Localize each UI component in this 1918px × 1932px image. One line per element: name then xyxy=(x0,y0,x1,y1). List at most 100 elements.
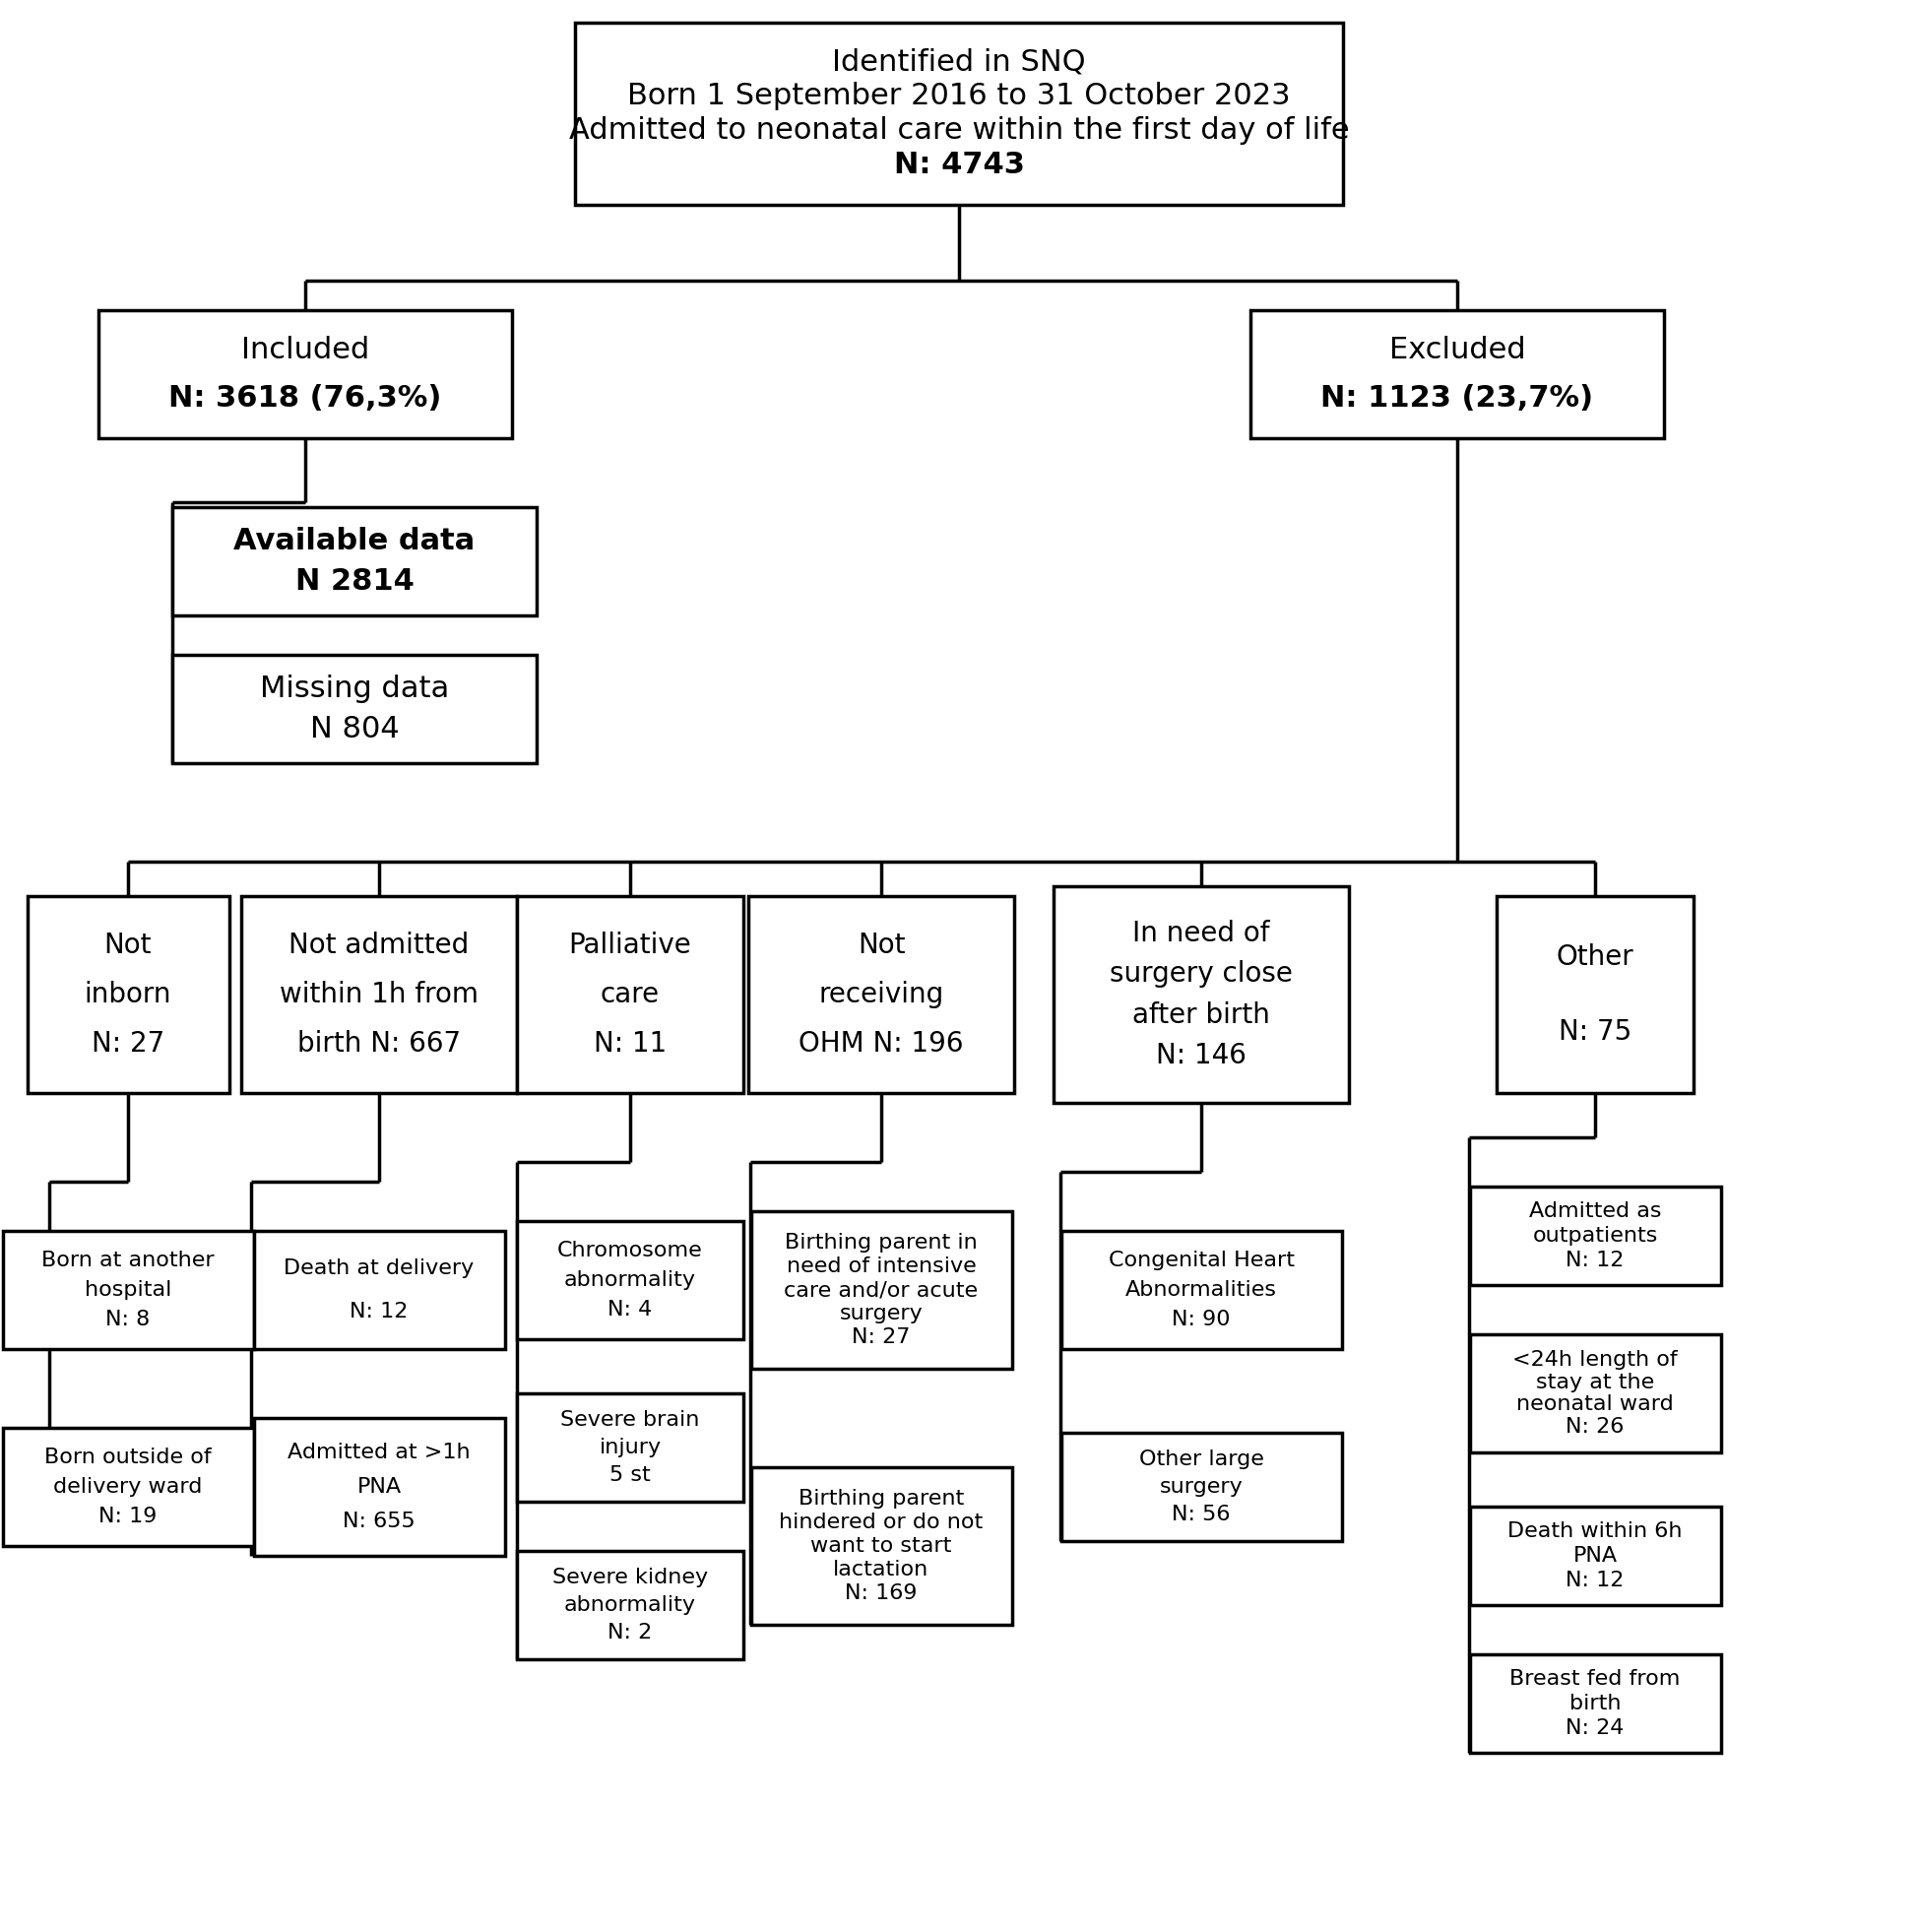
Text: Born at another: Born at another xyxy=(42,1250,215,1269)
Text: Palliative: Palliative xyxy=(570,931,692,958)
Text: 5 st: 5 st xyxy=(610,1464,650,1484)
Text: N: 75: N: 75 xyxy=(1559,1018,1632,1045)
Text: N: 27: N: 27 xyxy=(852,1327,911,1347)
Bar xyxy=(173,655,537,763)
Bar xyxy=(1251,311,1665,439)
Text: Death at delivery: Death at delivery xyxy=(284,1258,474,1277)
Text: PNA: PNA xyxy=(1573,1546,1617,1565)
Text: neonatal ward: neonatal ward xyxy=(1517,1395,1674,1414)
Text: care: care xyxy=(600,981,660,1009)
Bar xyxy=(1496,896,1694,1094)
Text: <24h length of: <24h length of xyxy=(1513,1350,1678,1370)
Text: N: 4743: N: 4743 xyxy=(894,151,1024,180)
Text: N: 12: N: 12 xyxy=(1565,1250,1625,1269)
Text: surgery: surgery xyxy=(840,1304,923,1323)
Text: N: 3618 (76,3%): N: 3618 (76,3%) xyxy=(169,384,441,412)
Text: delivery ward: delivery ward xyxy=(54,1478,203,1497)
Text: Abnormalities: Abnormalities xyxy=(1126,1281,1277,1300)
Text: N: 11: N: 11 xyxy=(593,1030,667,1057)
Text: N 804: N 804 xyxy=(311,715,399,744)
Text: Other large: Other large xyxy=(1139,1451,1264,1470)
Text: N: 1123 (23,7%): N: 1123 (23,7%) xyxy=(1322,384,1594,412)
Text: hindered or do not: hindered or do not xyxy=(779,1513,984,1532)
Text: Available data: Available data xyxy=(234,527,476,554)
Text: Birthing parent: Birthing parent xyxy=(798,1490,965,1509)
Bar xyxy=(750,1211,1011,1368)
Bar xyxy=(518,896,744,1094)
Text: want to start: want to start xyxy=(811,1536,951,1555)
Text: abnormality: abnormality xyxy=(564,1269,696,1291)
Text: N: 24: N: 24 xyxy=(1565,1718,1625,1739)
Text: Included: Included xyxy=(242,336,370,365)
Bar xyxy=(518,1551,744,1660)
Bar xyxy=(1061,1434,1341,1542)
Text: N: 56: N: 56 xyxy=(1172,1505,1231,1524)
Bar xyxy=(1469,1335,1720,1453)
Text: Not: Not xyxy=(857,931,905,958)
Text: Other: Other xyxy=(1555,945,1634,972)
Text: Severe brain: Severe brain xyxy=(560,1410,700,1430)
Bar xyxy=(27,896,228,1094)
Text: N: 4: N: 4 xyxy=(608,1300,652,1320)
Bar xyxy=(1061,1231,1341,1349)
Text: N 2814: N 2814 xyxy=(295,568,414,595)
Text: lactation: lactation xyxy=(832,1559,928,1580)
Bar xyxy=(1469,1507,1720,1605)
Text: N: 146: N: 146 xyxy=(1157,1041,1247,1068)
Text: Missing data: Missing data xyxy=(259,674,449,703)
Text: N: 2: N: 2 xyxy=(608,1623,652,1642)
Text: N: 12: N: 12 xyxy=(349,1302,409,1321)
Text: birth: birth xyxy=(1569,1694,1621,1714)
Text: receiving: receiving xyxy=(819,981,944,1009)
Text: N: 655: N: 655 xyxy=(343,1511,416,1532)
Bar xyxy=(253,1418,504,1555)
Text: inborn: inborn xyxy=(84,981,171,1009)
Text: Born 1 September 2016 to 31 October 2023: Born 1 September 2016 to 31 October 2023 xyxy=(627,81,1291,110)
Text: N: 27: N: 27 xyxy=(92,1030,165,1057)
Text: injury: injury xyxy=(598,1437,662,1457)
Bar xyxy=(253,1231,504,1349)
Bar xyxy=(1469,1654,1720,1752)
Text: OHM N: 196: OHM N: 196 xyxy=(798,1030,963,1057)
Text: surgery close: surgery close xyxy=(1111,960,1293,987)
Text: N: 8: N: 8 xyxy=(105,1310,150,1329)
Bar xyxy=(1469,1186,1720,1285)
Text: Birthing parent in: Birthing parent in xyxy=(784,1233,978,1252)
Text: Not admitted: Not admitted xyxy=(290,931,470,958)
Text: birth N: 667: birth N: 667 xyxy=(297,1030,460,1057)
Text: care and/or acute: care and/or acute xyxy=(784,1281,978,1300)
Bar xyxy=(518,1393,744,1501)
Text: PNA: PNA xyxy=(357,1478,401,1497)
Text: N: 19: N: 19 xyxy=(98,1507,157,1526)
Text: N: 169: N: 169 xyxy=(846,1584,917,1604)
Text: Chromosome: Chromosome xyxy=(558,1240,702,1260)
Bar xyxy=(98,311,512,439)
Bar xyxy=(1053,887,1348,1103)
Text: Admitted to neonatal care within the first day of life: Admitted to neonatal care within the fir… xyxy=(570,116,1348,145)
Text: Not: Not xyxy=(104,931,152,958)
Text: surgery: surgery xyxy=(1160,1478,1243,1497)
Text: within 1h from: within 1h from xyxy=(280,981,478,1009)
Text: Admitted as: Admitted as xyxy=(1529,1202,1661,1221)
Text: Born outside of: Born outside of xyxy=(44,1447,211,1466)
Bar xyxy=(748,896,1015,1094)
Text: Severe kidney: Severe kidney xyxy=(552,1569,708,1588)
Text: need of intensive: need of intensive xyxy=(786,1256,976,1277)
Text: N: 90: N: 90 xyxy=(1172,1310,1231,1329)
Text: Congenital Heart: Congenital Heart xyxy=(1109,1250,1295,1269)
Text: Admitted at >1h: Admitted at >1h xyxy=(288,1443,470,1463)
Bar xyxy=(518,1221,744,1339)
Text: stay at the: stay at the xyxy=(1536,1372,1653,1393)
Text: Identified in SNQ: Identified in SNQ xyxy=(832,48,1086,75)
Text: In need of: In need of xyxy=(1132,920,1270,947)
Text: Breast fed from: Breast fed from xyxy=(1509,1669,1680,1689)
Bar xyxy=(575,21,1343,205)
Text: Excluded: Excluded xyxy=(1389,336,1525,365)
Text: outpatients: outpatients xyxy=(1532,1227,1657,1246)
Bar xyxy=(2,1428,253,1546)
Text: N: 12: N: 12 xyxy=(1565,1571,1625,1590)
Text: after birth: after birth xyxy=(1132,1001,1270,1028)
Text: hospital: hospital xyxy=(84,1281,171,1300)
Text: N: 26: N: 26 xyxy=(1565,1416,1625,1437)
Bar xyxy=(173,506,537,616)
